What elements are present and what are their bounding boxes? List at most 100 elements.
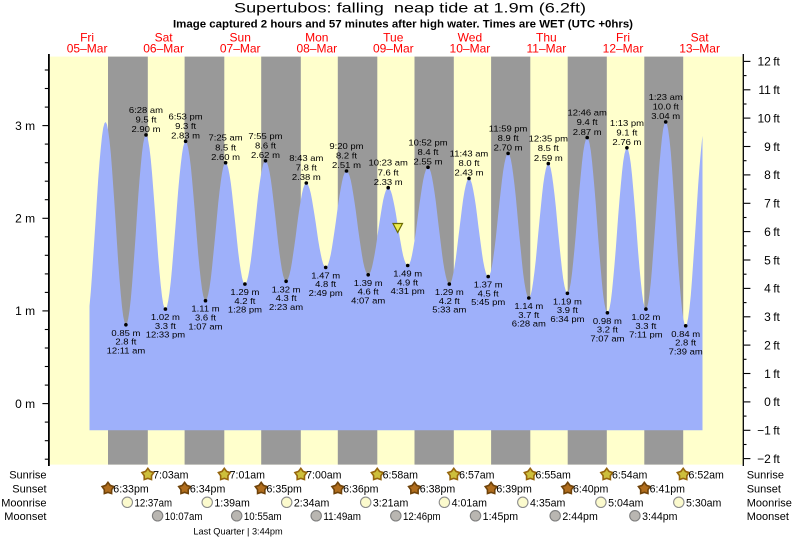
svg-text:1 m: 1 m xyxy=(15,304,35,318)
svg-text:1.32 m: 1.32 m xyxy=(272,285,301,294)
svg-text:4.9 ft: 4.9 ft xyxy=(397,278,419,287)
svg-text:Sunset: Sunset xyxy=(747,484,781,496)
svg-text:10:55am: 10:55am xyxy=(244,511,282,523)
svg-text:2.60 m: 2.60 m xyxy=(211,153,240,162)
svg-text:6:52am: 6:52am xyxy=(689,470,725,482)
svg-text:7:07 am: 7:07 am xyxy=(590,334,624,343)
svg-text:12:33 pm: 12:33 pm xyxy=(146,331,186,340)
svg-text:1.11 m: 1.11 m xyxy=(191,305,219,314)
svg-text:Moonset: Moonset xyxy=(747,511,789,523)
svg-text:8.0 ft: 8.0 ft xyxy=(459,159,481,168)
svg-text:10: 10 xyxy=(757,111,771,125)
svg-text:12:37am: 12:37am xyxy=(135,497,173,509)
svg-text:7:00am: 7:00am xyxy=(306,470,342,482)
svg-text:6:53 pm: 6:53 pm xyxy=(169,112,203,121)
svg-text:3.6 ft: 3.6 ft xyxy=(195,314,217,323)
svg-text:10–Mar: 10–Mar xyxy=(450,42,491,56)
svg-text:9: 9 xyxy=(764,140,771,154)
svg-text:3.9 ft: 3.9 ft xyxy=(557,306,579,315)
svg-text:ft: ft xyxy=(773,338,780,352)
svg-text:Fri: Fri xyxy=(616,31,630,45)
svg-text:13–Mar: 13–Mar xyxy=(679,42,720,56)
svg-text:ft: ft xyxy=(773,111,780,125)
svg-text:Tue: Tue xyxy=(383,31,404,45)
svg-text:1:13 pm: 1:13 pm xyxy=(610,119,644,128)
svg-text:7.6 ft: 7.6 ft xyxy=(378,168,400,177)
svg-text:4.3 ft: 4.3 ft xyxy=(276,294,298,303)
svg-text:2.8 ft: 2.8 ft xyxy=(675,339,697,348)
svg-text:8.5 ft: 8.5 ft xyxy=(538,144,560,153)
svg-text:6:33pm: 6:33pm xyxy=(113,484,149,496)
svg-text:7:25 am: 7:25 am xyxy=(209,134,243,143)
svg-text:11:59 pm: 11:59 pm xyxy=(489,124,528,133)
svg-text:4:01am: 4:01am xyxy=(452,497,488,509)
svg-text:−1: −1 xyxy=(757,424,771,438)
svg-text:Thu: Thu xyxy=(536,31,557,45)
svg-text:Fri: Fri xyxy=(80,31,94,45)
svg-text:10:52 pm: 10:52 pm xyxy=(408,138,448,147)
svg-text:7:55 pm: 7:55 pm xyxy=(248,132,282,141)
svg-text:4.8 ft: 4.8 ft xyxy=(315,280,337,289)
svg-text:2.83 m: 2.83 m xyxy=(171,132,200,141)
svg-text:4.6 ft: 4.6 ft xyxy=(358,288,380,297)
svg-text:06–Mar: 06–Mar xyxy=(143,42,184,56)
svg-text:0.85 m: 0.85 m xyxy=(111,329,140,338)
svg-text:3.3 ft: 3.3 ft xyxy=(155,322,177,331)
svg-text:Sun: Sun xyxy=(230,31,251,45)
svg-text:4.2 ft: 4.2 ft xyxy=(234,297,256,306)
svg-text:2.70 m: 2.70 m xyxy=(494,144,523,153)
svg-text:ft: ft xyxy=(773,225,780,239)
svg-text:2.59 m: 2.59 m xyxy=(534,154,563,163)
svg-text:2:23 am: 2:23 am xyxy=(269,303,303,312)
svg-text:6:40pm: 6:40pm xyxy=(573,484,609,496)
svg-text:3.04 m: 3.04 m xyxy=(651,112,680,121)
svg-text:8:43 am: 8:43 am xyxy=(289,154,323,163)
svg-text:2.8 ft: 2.8 ft xyxy=(115,338,137,347)
svg-text:2.62 m: 2.62 m xyxy=(251,151,280,160)
svg-text:ft: ft xyxy=(773,253,780,267)
svg-text:1:07 am: 1:07 am xyxy=(188,322,222,331)
svg-text:8.9 ft: 8.9 ft xyxy=(498,134,520,143)
svg-text:Moonrise: Moonrise xyxy=(1,497,46,509)
svg-text:1: 1 xyxy=(764,367,771,381)
svg-text:1.47 m: 1.47 m xyxy=(311,271,340,280)
svg-text:08–Mar: 08–Mar xyxy=(296,42,337,56)
svg-text:3.7 ft: 3.7 ft xyxy=(518,311,540,320)
svg-text:9.1 ft: 9.1 ft xyxy=(616,128,638,137)
svg-text:6:38pm: 6:38pm xyxy=(420,484,456,496)
svg-text:4:07 am: 4:07 am xyxy=(351,296,385,305)
svg-text:2:34am: 2:34am xyxy=(294,497,330,509)
svg-text:6:35pm: 6:35pm xyxy=(267,484,303,496)
svg-text:ft: ft xyxy=(773,168,780,182)
svg-text:2.43 m: 2.43 m xyxy=(455,169,484,178)
svg-text:3.2 ft: 3.2 ft xyxy=(597,326,619,335)
svg-text:11: 11 xyxy=(758,83,771,97)
svg-text:7:03am: 7:03am xyxy=(153,470,189,482)
svg-text:4: 4 xyxy=(764,282,771,296)
svg-text:9.5 ft: 9.5 ft xyxy=(136,116,158,125)
svg-text:3.3 ft: 3.3 ft xyxy=(635,322,657,331)
svg-text:2.87 m: 2.87 m xyxy=(573,128,602,137)
svg-text:8.6 ft: 8.6 ft xyxy=(255,141,277,150)
svg-text:Sunset: Sunset xyxy=(12,484,46,496)
svg-text:7: 7 xyxy=(764,197,771,211)
svg-text:Sat: Sat xyxy=(691,31,710,45)
svg-text:2: 2 xyxy=(764,338,771,352)
svg-text:11–Mar: 11–Mar xyxy=(527,42,567,56)
svg-text:12–Mar: 12–Mar xyxy=(603,42,644,56)
svg-text:2:49 pm: 2:49 pm xyxy=(309,289,343,298)
svg-text:10:07am: 10:07am xyxy=(165,511,203,523)
svg-text:1:23 am: 1:23 am xyxy=(649,93,683,102)
svg-text:6:34pm: 6:34pm xyxy=(190,484,226,496)
svg-text:6:41pm: 6:41pm xyxy=(650,484,686,496)
svg-text:1.02 m: 1.02 m xyxy=(151,313,180,322)
svg-text:12: 12 xyxy=(757,55,771,69)
svg-text:8.4 ft: 8.4 ft xyxy=(418,148,440,157)
svg-text:7.8 ft: 7.8 ft xyxy=(296,164,318,173)
svg-text:6: 6 xyxy=(764,225,771,239)
svg-text:5:33 am: 5:33 am xyxy=(432,306,466,315)
svg-text:ft: ft xyxy=(773,367,780,381)
svg-text:9:20 pm: 9:20 pm xyxy=(329,142,363,151)
svg-text:9.4 ft: 9.4 ft xyxy=(577,118,599,127)
svg-text:3:21am: 3:21am xyxy=(373,497,409,509)
